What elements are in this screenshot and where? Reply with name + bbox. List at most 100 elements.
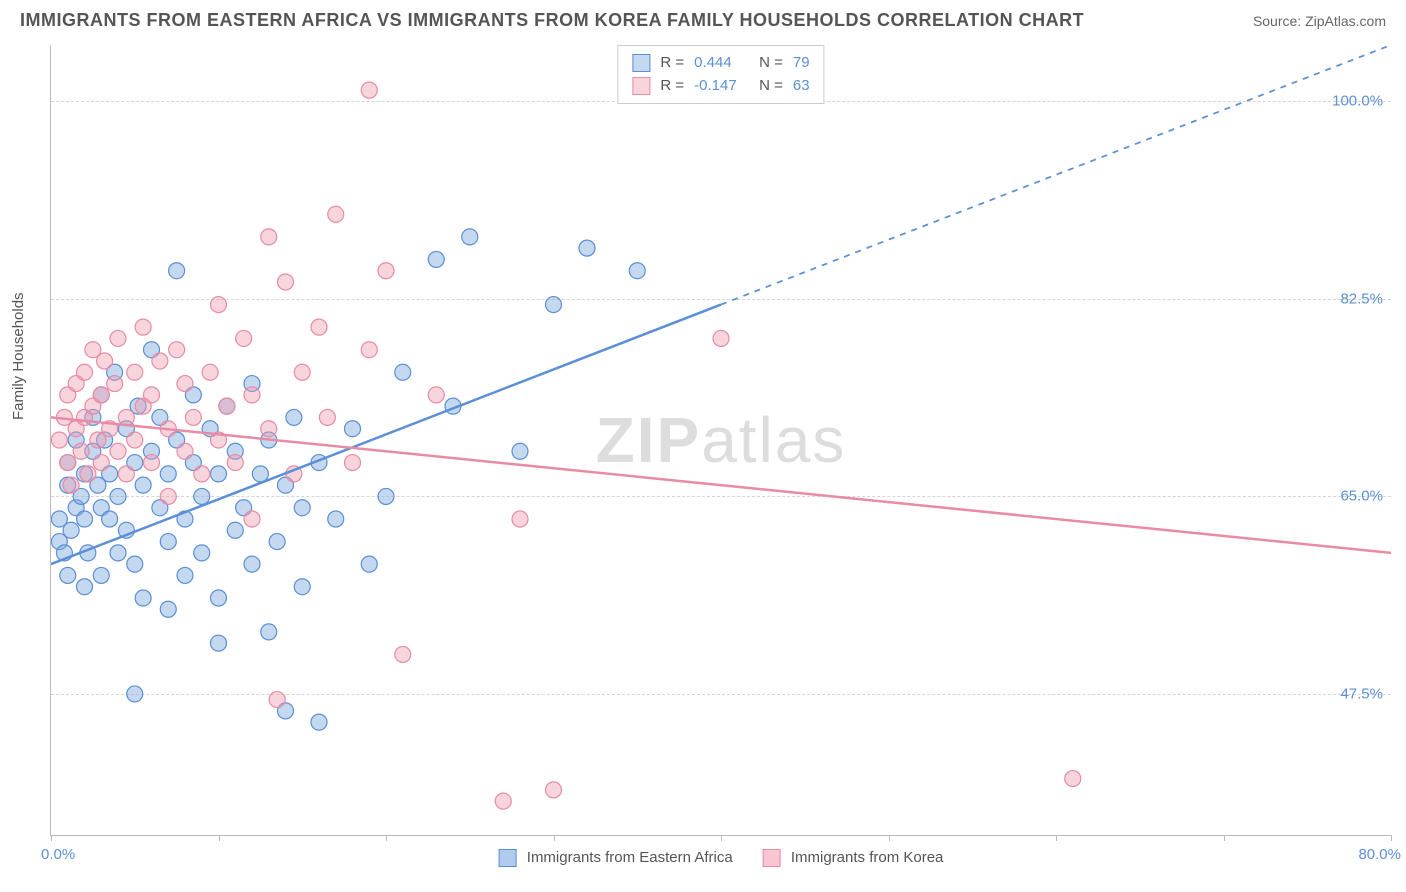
- n-value-1: 79: [793, 52, 810, 75]
- scatter-point: [135, 319, 151, 335]
- scatter-point: [269, 692, 285, 708]
- r-value-1: 0.444: [694, 52, 749, 75]
- scatter-point: [278, 274, 294, 290]
- scatter-point: [60, 567, 76, 583]
- scatter-point: [361, 342, 377, 358]
- scatter-point: [1065, 771, 1081, 787]
- scatter-point: [127, 364, 143, 380]
- scatter-point: [102, 511, 118, 527]
- scatter-point: [202, 364, 218, 380]
- n-value-2: 63: [793, 75, 810, 98]
- scatter-point: [244, 556, 260, 572]
- scatter-point: [311, 319, 327, 335]
- scatter-point: [77, 364, 93, 380]
- scatter-point: [118, 409, 134, 425]
- scatter-point: [80, 466, 96, 482]
- scatter-point: [345, 421, 361, 437]
- scatter-point: [160, 466, 176, 482]
- scatter-point: [269, 534, 285, 550]
- scatter-point: [127, 432, 143, 448]
- scatter-point: [361, 556, 377, 572]
- scatter-point: [328, 206, 344, 222]
- scatter-point: [462, 229, 478, 245]
- scatter-point: [77, 579, 93, 595]
- scatter-point: [160, 601, 176, 617]
- scatter-point: [378, 488, 394, 504]
- swatch-icon: [763, 849, 781, 867]
- scatter-point: [107, 376, 123, 392]
- scatter-point: [194, 466, 210, 482]
- scatter-point: [345, 455, 361, 471]
- scatter-point: [244, 511, 260, 527]
- stats-row-2: R = -0.147 N = 63: [632, 75, 809, 98]
- scatter-point: [110, 330, 126, 346]
- scatter-point: [219, 398, 235, 414]
- scatter-point: [244, 387, 260, 403]
- scatter-point: [211, 297, 227, 313]
- stats-row-1: R = 0.444 N = 79: [632, 52, 809, 75]
- scatter-point: [311, 714, 327, 730]
- scatter-point: [361, 82, 377, 98]
- scatter-point: [110, 443, 126, 459]
- scatter-point: [211, 466, 227, 482]
- scatter-point: [60, 455, 76, 471]
- scatter-point: [261, 624, 277, 640]
- scatter-point: [227, 522, 243, 538]
- legend-label-2: Immigrants from Korea: [791, 849, 944, 866]
- legend-item-1: Immigrants from Eastern Africa: [499, 849, 733, 867]
- scatter-point: [160, 488, 176, 504]
- scatter-point: [194, 488, 210, 504]
- scatter-point: [177, 443, 193, 459]
- scatter-point: [546, 782, 562, 798]
- scatter-point: [135, 590, 151, 606]
- scatter-point: [294, 500, 310, 516]
- scatter-point: [93, 455, 109, 471]
- y-axis-label: Family Households: [10, 292, 27, 420]
- scatter-point: [127, 556, 143, 572]
- scatter-point: [319, 409, 335, 425]
- legend-label-1: Immigrants from Eastern Africa: [527, 849, 733, 866]
- scatter-point: [294, 579, 310, 595]
- scatter-point: [211, 590, 227, 606]
- scatter-point: [579, 240, 595, 256]
- scatter-point: [286, 409, 302, 425]
- scatter-point: [144, 455, 160, 471]
- chart-area: ZIPatlas 47.5%65.0%82.5%100.0% R = 0.444…: [50, 45, 1391, 836]
- scatter-point: [428, 251, 444, 267]
- swatch-icon: [632, 77, 650, 95]
- scatter-point: [97, 353, 113, 369]
- scatter-point: [73, 443, 89, 459]
- scatter-point: [294, 364, 310, 380]
- scatter-point: [713, 330, 729, 346]
- scatter-point: [512, 443, 528, 459]
- scatter-point: [93, 387, 109, 403]
- scatter-point: [177, 376, 193, 392]
- swatch-icon: [632, 54, 650, 72]
- scatter-point: [160, 534, 176, 550]
- scatter-point: [110, 488, 126, 504]
- x-max-label: 80.0%: [1358, 846, 1401, 863]
- scatter-point: [495, 793, 511, 809]
- scatter-point: [169, 263, 185, 279]
- header: IMMIGRANTS FROM EASTERN AFRICA VS IMMIGR…: [0, 0, 1406, 36]
- scatter-point: [395, 646, 411, 662]
- scatter-point: [546, 297, 562, 313]
- scatter-point: [378, 263, 394, 279]
- scatter-point: [211, 635, 227, 651]
- scatter-point: [252, 466, 268, 482]
- scatter-point: [110, 545, 126, 561]
- scatter-plot: [51, 45, 1391, 835]
- scatter-point: [261, 421, 277, 437]
- scatter-point: [77, 511, 93, 527]
- scatter-point: [261, 229, 277, 245]
- scatter-point: [194, 545, 210, 561]
- scatter-point: [135, 477, 151, 493]
- r-value-2: -0.147: [694, 75, 749, 98]
- scatter-point: [395, 364, 411, 380]
- legend-item-2: Immigrants from Korea: [763, 849, 944, 867]
- scatter-point: [169, 342, 185, 358]
- scatter-point: [328, 511, 344, 527]
- scatter-point: [629, 263, 645, 279]
- source-label: Source: ZipAtlas.com: [1253, 13, 1386, 29]
- scatter-point: [227, 455, 243, 471]
